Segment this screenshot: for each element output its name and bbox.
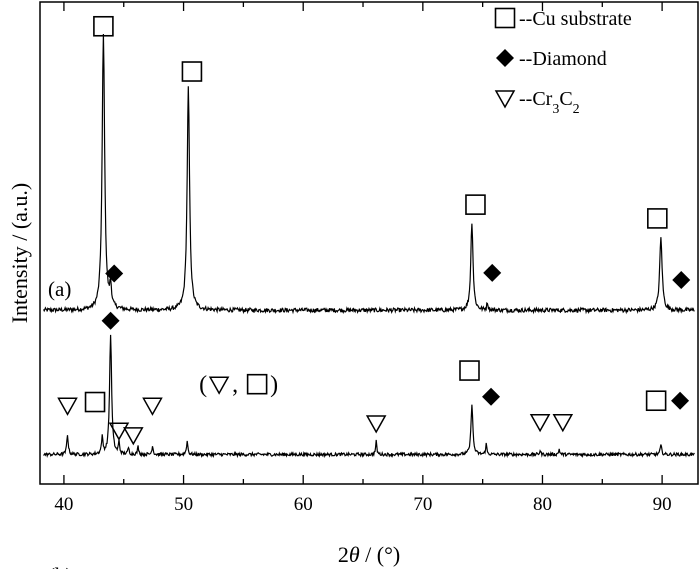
xrd-curves: (a) (b) (43, 33, 695, 569)
x-tick-label-70: 70 (413, 494, 432, 515)
combined-peak-label-0: (▽, □) (199, 372, 278, 398)
series-line-1 (43, 334, 695, 459)
x-axis-title: 2θ / (°) (338, 542, 400, 567)
x-tick-label-50: 50 (174, 494, 193, 515)
legend-symbol-square (494, 7, 516, 29)
peak-marker-1-3-triangle (108, 422, 130, 441)
combined-label-text-0: ( (199, 372, 207, 398)
legend-symbol-diamond (496, 49, 514, 67)
peak-marker-1-9-triangle (529, 413, 551, 433)
peak-marker-1-1-square (84, 391, 106, 413)
peak-marker-1-4-triangle (123, 427, 144, 446)
legend-label-square: --Cu substrate (519, 8, 632, 30)
peak-marker-1-10-triangle (552, 413, 574, 433)
peak-marker-1-7-square (459, 360, 480, 381)
peak-marker-0-1-diamond (105, 264, 124, 283)
peak-marker-0-3-square (465, 194, 486, 215)
peak-marker-0-5-square (647, 208, 668, 229)
combined-label-symbol-1 (208, 376, 230, 395)
peak-marker-1-0-triangle (57, 397, 78, 416)
peak-marker-1-12-diamond (671, 391, 690, 410)
x-tick-label-60: 60 (294, 494, 313, 515)
peak-marker-1-6-triangle (365, 415, 387, 434)
peak-marker-0-2-square (181, 61, 203, 82)
peak-marker-1-2-diamond (101, 311, 120, 330)
x-tick-label-80: 80 (533, 494, 552, 515)
peak-annotations: (▽, □) (57, 15, 691, 446)
series-label-1: (b) (48, 563, 73, 569)
legend-label-triangle: --Cr3C2 (519, 88, 580, 117)
legend-symbol-triangle (494, 90, 516, 109)
peak-marker-0-6-diamond (672, 271, 691, 290)
series-label-0: (a) (48, 277, 71, 301)
peak-marker-1-11-square (645, 390, 667, 412)
plot-frame (39, 1, 699, 485)
series-line-0 (43, 33, 695, 315)
combined-label-text-4: ) (270, 372, 278, 398)
legend-label-diamond: --Diamond (519, 48, 607, 70)
legend: --Cu substrate --Diamond --Cr3C2 (494, 7, 632, 117)
peak-marker-1-8-diamond (482, 387, 501, 406)
x-tick-label-40: 40 (54, 494, 73, 515)
combined-label-text-2: , (232, 372, 238, 398)
y-axis-title: Intensity / (a.u.) (7, 183, 32, 324)
combined-label-symbol-3 (246, 373, 268, 395)
peak-marker-1-5-triangle (142, 397, 163, 416)
x-tick-label-90: 90 (653, 494, 672, 515)
peak-marker-0-4-diamond (483, 263, 502, 282)
peak-marker-0-0-square (93, 15, 114, 37)
axes: 40 50 60 70 80 90 (39, 1, 699, 515)
